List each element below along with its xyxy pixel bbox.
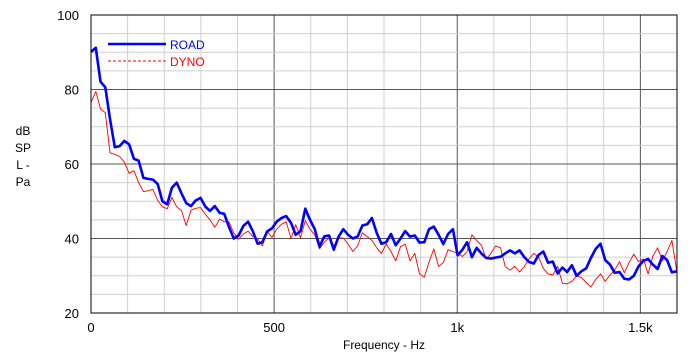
x-tick-label: 0 [87, 320, 94, 335]
y-tick-label: 20 [65, 306, 79, 321]
series-line-dyno [90, 90, 678, 288]
y-tick-label: 100 [57, 8, 79, 23]
y-axis-title-line: dB [15, 124, 31, 138]
y-tick-label: 40 [65, 232, 79, 247]
plot-frame [90, 14, 678, 314]
x-axis-title: Frequency - Hz [343, 338, 425, 352]
x-tick-label: 1.5k [628, 320, 653, 335]
y-axis-title-line: Pa [15, 175, 31, 189]
plot-series [90, 46, 678, 288]
y-tick-label: 60 [65, 157, 79, 172]
axis-ticks: 0 500 1k 1.5k 20 40 60 80 100 [57, 8, 653, 335]
y-tick-label: 80 [65, 83, 79, 98]
legend-label-road: ROAD [170, 38, 205, 52]
legend: ROAD DYNO [108, 38, 205, 69]
series-line-road [90, 46, 677, 281]
x-tick-label: 500 [263, 320, 285, 335]
y-axis-title-line: L - [16, 158, 30, 172]
x-tick-label: 1k [450, 320, 464, 335]
y-axis-title-line: SP [14, 141, 31, 155]
legend-label-dyno: DYNO [170, 55, 205, 69]
